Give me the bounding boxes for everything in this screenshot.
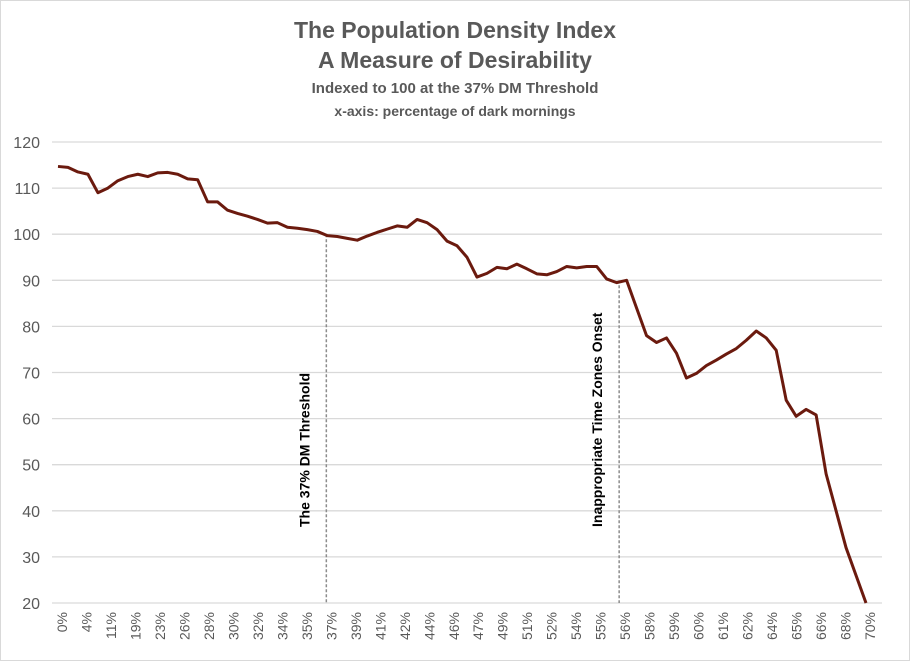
x-tick-label: 35% bbox=[299, 612, 315, 640]
x-axis-ticks: 0% 4% 11% 19% 23% 26% 28% 30% 32% 34% 35% 37% 39% 41%… bbox=[54, 612, 878, 640]
x-tick-label: 62% bbox=[740, 612, 756, 640]
x-tick-label: 4% bbox=[78, 612, 94, 632]
y-tick-label: 60 bbox=[22, 412, 40, 429]
x-tick-label: 70% bbox=[862, 612, 878, 640]
x-tick-label: 60% bbox=[691, 612, 707, 640]
x-tick-label: 34% bbox=[274, 612, 290, 640]
annotation-label: The 37% DM Threshold bbox=[296, 373, 312, 527]
series bbox=[57, 164, 868, 604]
y-tick-label: 120 bbox=[13, 135, 40, 152]
x-tick-label: 23% bbox=[152, 612, 168, 640]
x-tick-label: 59% bbox=[666, 612, 682, 640]
x-tick-label: 61% bbox=[715, 612, 731, 640]
x-tick-label: 19% bbox=[127, 612, 143, 640]
y-axis-ticks: 20 30 40 50 60 70 80 90 100 110 120 bbox=[13, 135, 40, 613]
x-tick-label: 26% bbox=[176, 612, 192, 640]
x-tick-label: 11% bbox=[103, 612, 119, 639]
x-tick-label: 64% bbox=[764, 612, 780, 640]
series-line bbox=[57, 164, 868, 604]
gridlines bbox=[52, 141, 882, 604]
x-tick-label: 42% bbox=[397, 612, 413, 640]
y-tick-label: 30 bbox=[22, 550, 40, 567]
y-tick-label: 80 bbox=[22, 319, 40, 336]
chart-subtitle-3: x-axis: percentage of dark mornings bbox=[334, 103, 575, 119]
y-tick-label: 40 bbox=[22, 504, 40, 521]
x-tick-label: 46% bbox=[446, 612, 462, 640]
y-tick-label: 100 bbox=[13, 227, 40, 244]
annotation-label: Inappropriate Time Zones Onset bbox=[589, 312, 605, 527]
x-tick-label: 49% bbox=[495, 612, 511, 640]
x-tick-label: 41% bbox=[372, 612, 388, 640]
x-tick-label: 54% bbox=[568, 612, 584, 640]
x-tick-label: 68% bbox=[838, 612, 854, 640]
y-tick-label: 90 bbox=[22, 273, 40, 290]
x-tick-label: 28% bbox=[201, 612, 217, 640]
x-tick-label: 51% bbox=[519, 612, 535, 640]
x-tick-label: 66% bbox=[813, 612, 829, 640]
x-tick-label: 0% bbox=[54, 612, 70, 632]
chart-subtitle-1: A Measure of Desirability bbox=[318, 47, 592, 73]
x-tick-label: 30% bbox=[225, 612, 241, 640]
x-tick-label: 44% bbox=[421, 612, 437, 640]
x-tick-label: 32% bbox=[250, 612, 266, 640]
x-tick-label: 58% bbox=[642, 612, 658, 640]
y-tick-label: 50 bbox=[22, 458, 40, 475]
chart-title: The Population Density Index bbox=[294, 17, 616, 43]
y-tick-label: 70 bbox=[22, 366, 40, 383]
x-tick-label: 39% bbox=[348, 612, 364, 640]
y-tick-label: 110 bbox=[14, 181, 40, 198]
x-tick-label: 52% bbox=[544, 612, 560, 640]
chart-subtitle-2: Indexed to 100 at the 37% DM Threshold bbox=[312, 80, 599, 97]
y-tick-label: 20 bbox=[22, 596, 40, 613]
annotations: The 37% DM Threshold Inappropriate Time Z… bbox=[296, 234, 620, 603]
x-tick-label: 55% bbox=[593, 612, 609, 640]
x-tick-label: 56% bbox=[617, 612, 633, 640]
x-tick-label: 47% bbox=[470, 612, 486, 640]
x-tick-label: 37% bbox=[323, 612, 339, 640]
x-tick-label: 65% bbox=[789, 612, 805, 640]
